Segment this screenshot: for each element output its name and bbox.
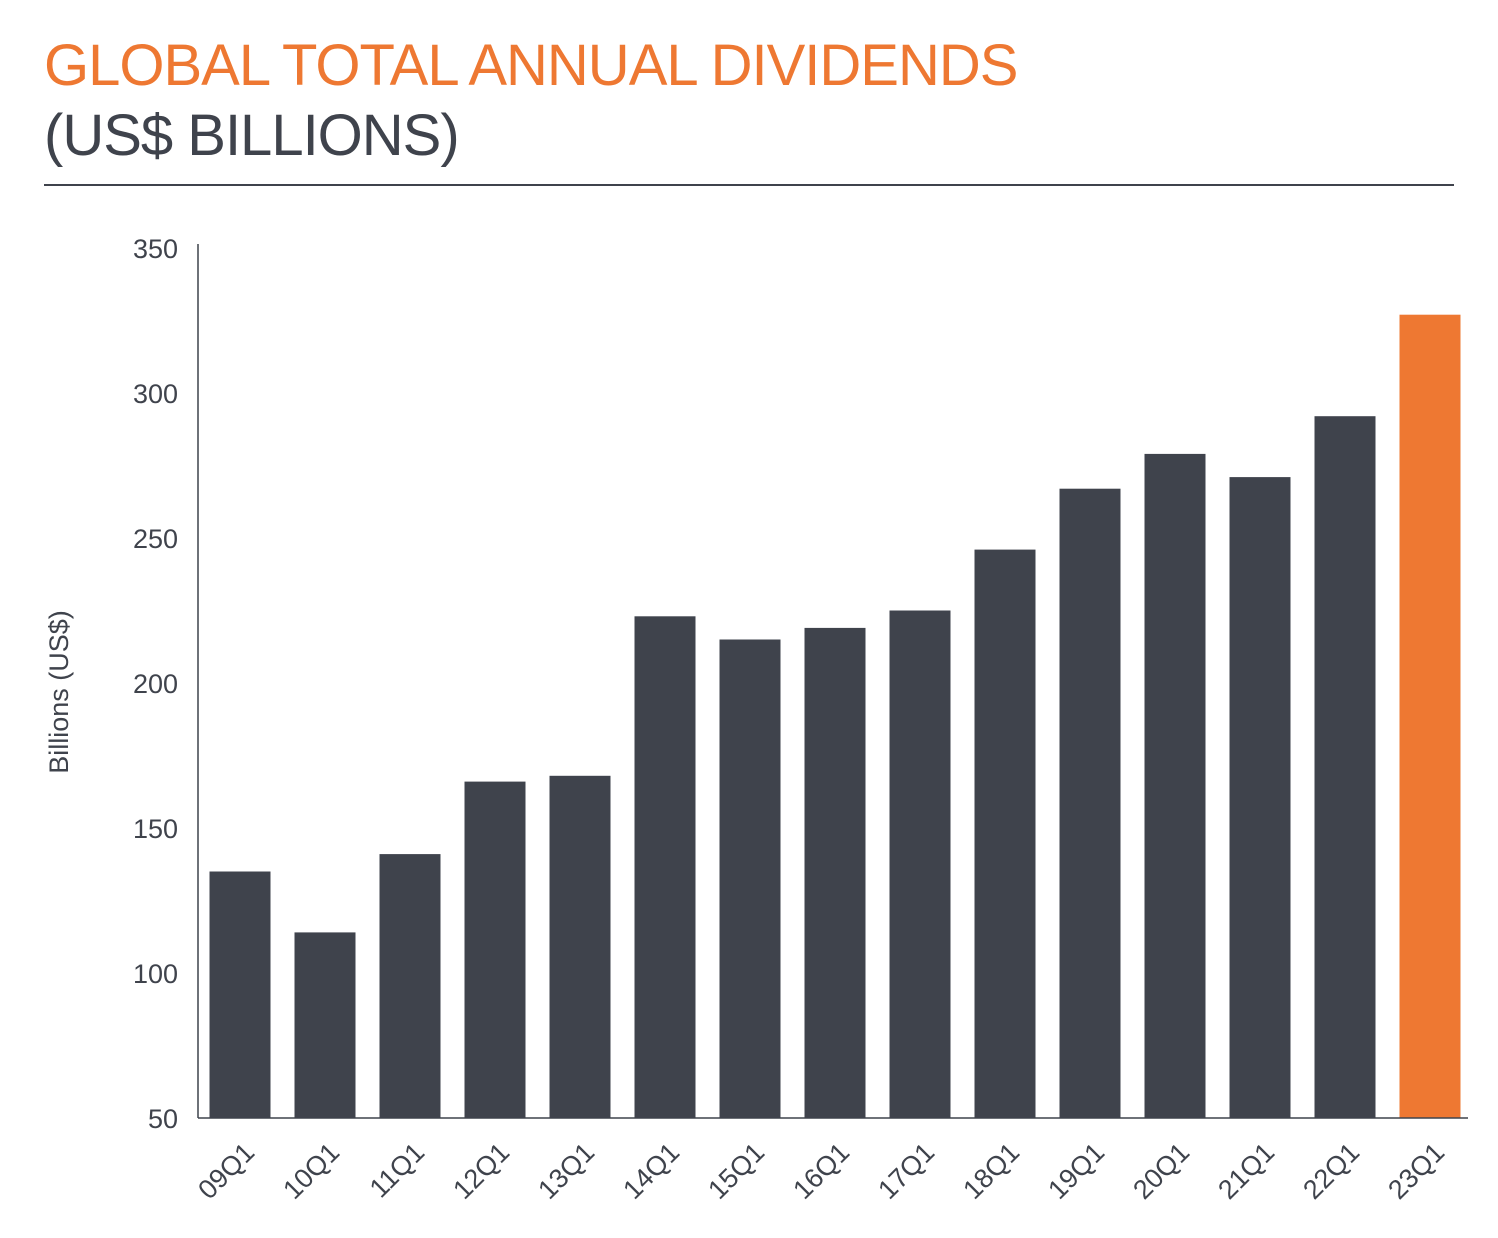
title-divider [44, 184, 1454, 186]
bar-09q1 [209, 871, 271, 1118]
y-axis-ticks: 50 100 150 200 250 300 350 [133, 234, 178, 1134]
x-tick-label: 19Q1 [1042, 1137, 1110, 1205]
bar-18q1 [974, 549, 1036, 1118]
y-axis-label-group: Billions (US$) [44, 610, 74, 774]
x-tick-label: 16Q1 [787, 1137, 855, 1205]
y-tick-label: 150 [133, 814, 178, 844]
x-tick-label: 15Q1 [702, 1137, 770, 1205]
x-tick-label: 13Q1 [532, 1137, 600, 1205]
y-tick-label: 300 [133, 379, 178, 409]
x-tick-label: 09Q1 [192, 1137, 260, 1205]
x-tick-label: 18Q1 [957, 1137, 1025, 1205]
x-tick-label: 22Q1 [1297, 1137, 1365, 1205]
bar-14q1 [634, 616, 696, 1118]
bar-21q1 [1229, 477, 1291, 1119]
y-axis-label: Billions (US$) [44, 610, 74, 774]
x-tick-label: 12Q1 [447, 1137, 515, 1205]
x-tick-label: 11Q1 [364, 1137, 431, 1204]
bar-16q1 [804, 627, 866, 1118]
bar-11q1 [379, 854, 441, 1118]
y-tick-label: 50 [148, 1104, 178, 1134]
y-tick-label: 350 [133, 234, 178, 264]
bar-13q1 [549, 775, 611, 1118]
bar-22q1 [1314, 416, 1376, 1118]
x-tick-label: 21Q1 [1212, 1137, 1280, 1205]
y-tick-label: 100 [133, 959, 178, 989]
x-tick-label: 14Q1 [617, 1137, 685, 1205]
x-axis-ticks: 09Q1 10Q1 11Q1 12Q1 13Q1 14Q1 15Q1 16Q1 17Q1 18Q1… [192, 1137, 1450, 1205]
bar-12q1 [464, 781, 526, 1118]
y-tick-label: 250 [133, 524, 178, 554]
bar-19q1 [1059, 488, 1121, 1118]
chart-title-line1: GLOBAL TOTAL ANNUAL DIVIDENDS [44, 33, 1018, 98]
bar-15q1 [719, 639, 781, 1118]
bars [209, 314, 1461, 1119]
x-tick-label: 17Q1 [872, 1137, 940, 1205]
x-tick-label: 23Q1 [1382, 1137, 1450, 1205]
bar-10q1 [294, 932, 356, 1118]
bar-20q1 [1144, 453, 1206, 1118]
chart-title-line2: (US$ BILLIONS) [44, 103, 460, 168]
x-tick-label: 10Q1 [277, 1137, 345, 1205]
x-tick-label: 20Q1 [1127, 1137, 1195, 1205]
bar-17q1 [889, 610, 951, 1118]
y-tick-label: 200 [133, 669, 178, 699]
bar-23q1 [1399, 314, 1461, 1118]
